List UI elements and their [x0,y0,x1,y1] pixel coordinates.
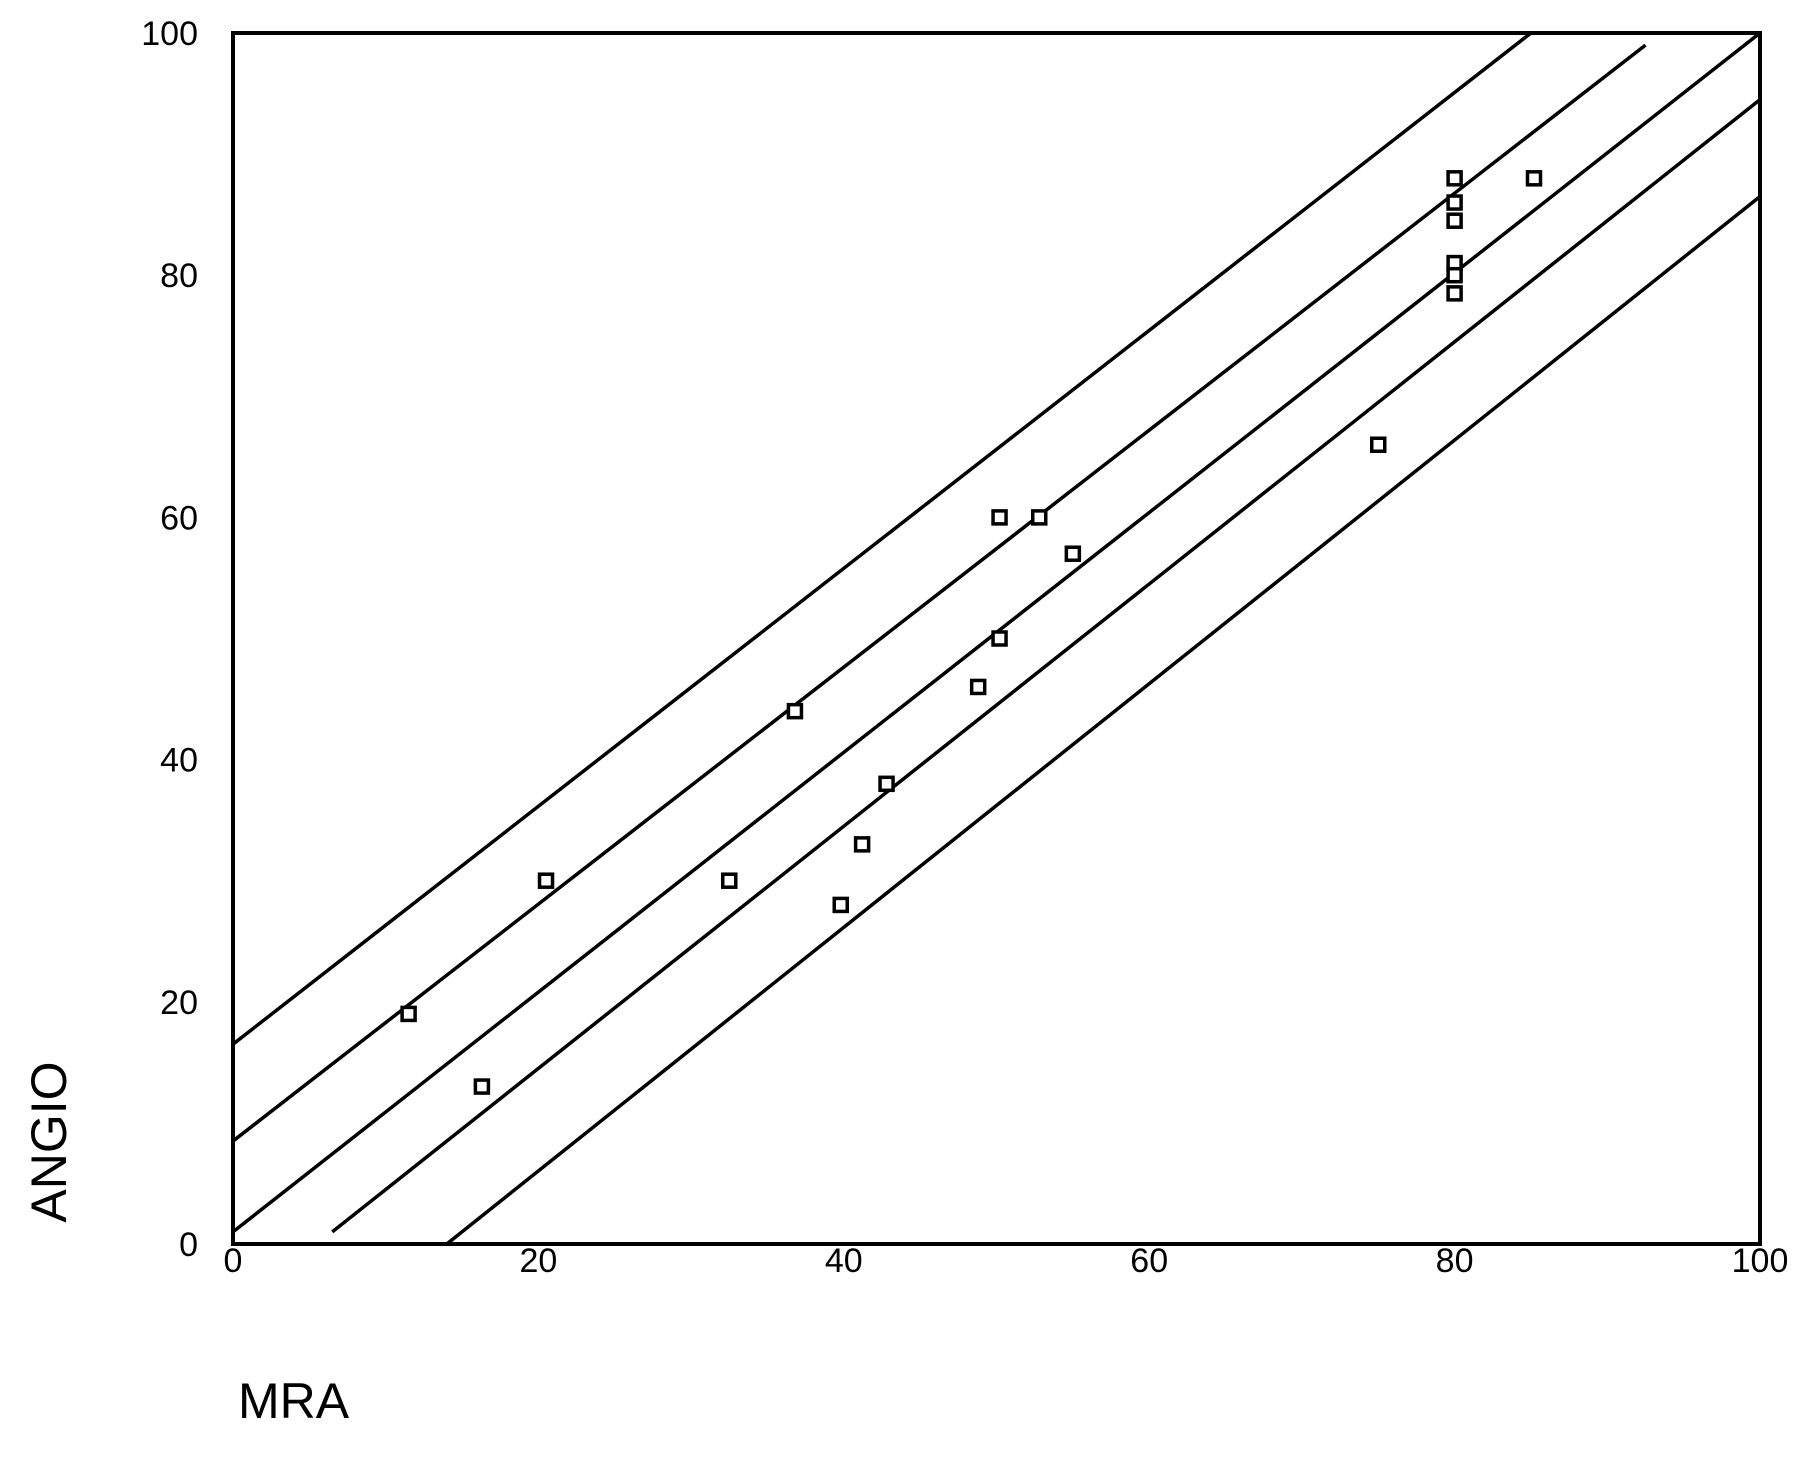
x-tick-label: 80 [1436,1242,1474,1280]
x-tick-label: 60 [1130,1242,1168,1280]
y-tick-label: 80 [160,257,198,295]
data-point [473,1078,491,1095]
y-tick-label: 60 [160,499,198,537]
plot-frame [231,31,1762,1246]
y-axis-title: ANGIO [21,1061,77,1222]
data-point [1064,545,1082,562]
fit-lines [231,31,1762,1246]
data-point [400,1005,417,1023]
data-point [1031,509,1048,526]
fit-line-lower-confidence [331,98,1762,1234]
x-tick-label: 0 [224,1242,243,1280]
data-point [721,872,738,889]
data-point [537,872,555,889]
x-tick-label: 40 [825,1242,863,1280]
data-point [1370,436,1387,453]
fit-line-upper-confidence [231,43,1647,1143]
data-point [1446,212,1463,229]
y-tick-label: 0 [179,1226,198,1264]
data-point [969,678,987,696]
y-tick-label: 100 [141,15,198,53]
data-point [991,509,1008,526]
y-tick-label: 20 [160,984,198,1022]
data-point [832,896,849,914]
data-point [991,630,1008,647]
data-point [1446,266,1463,284]
data-point [878,775,895,793]
x-axis-title: MRA [238,1373,350,1429]
y-tick-label: 40 [160,742,198,780]
data-point [1446,194,1463,211]
fit-line-lower-prediction [445,195,1762,1246]
y-axis-ticks: 0 20 40 60 80 100 [141,15,198,1264]
data-point [1446,170,1463,187]
data-point [1446,285,1463,302]
x-tick-label: 100 [1732,1242,1789,1280]
data-point [1525,170,1543,187]
fit-line-upper-prediction [231,31,1533,1046]
data-point [853,836,871,853]
x-tick-label: 20 [519,1242,557,1280]
data-points [400,170,1543,1095]
data-point [786,702,804,720]
x-axis-ticks: 0 20 40 60 80 100 [224,1242,1789,1280]
